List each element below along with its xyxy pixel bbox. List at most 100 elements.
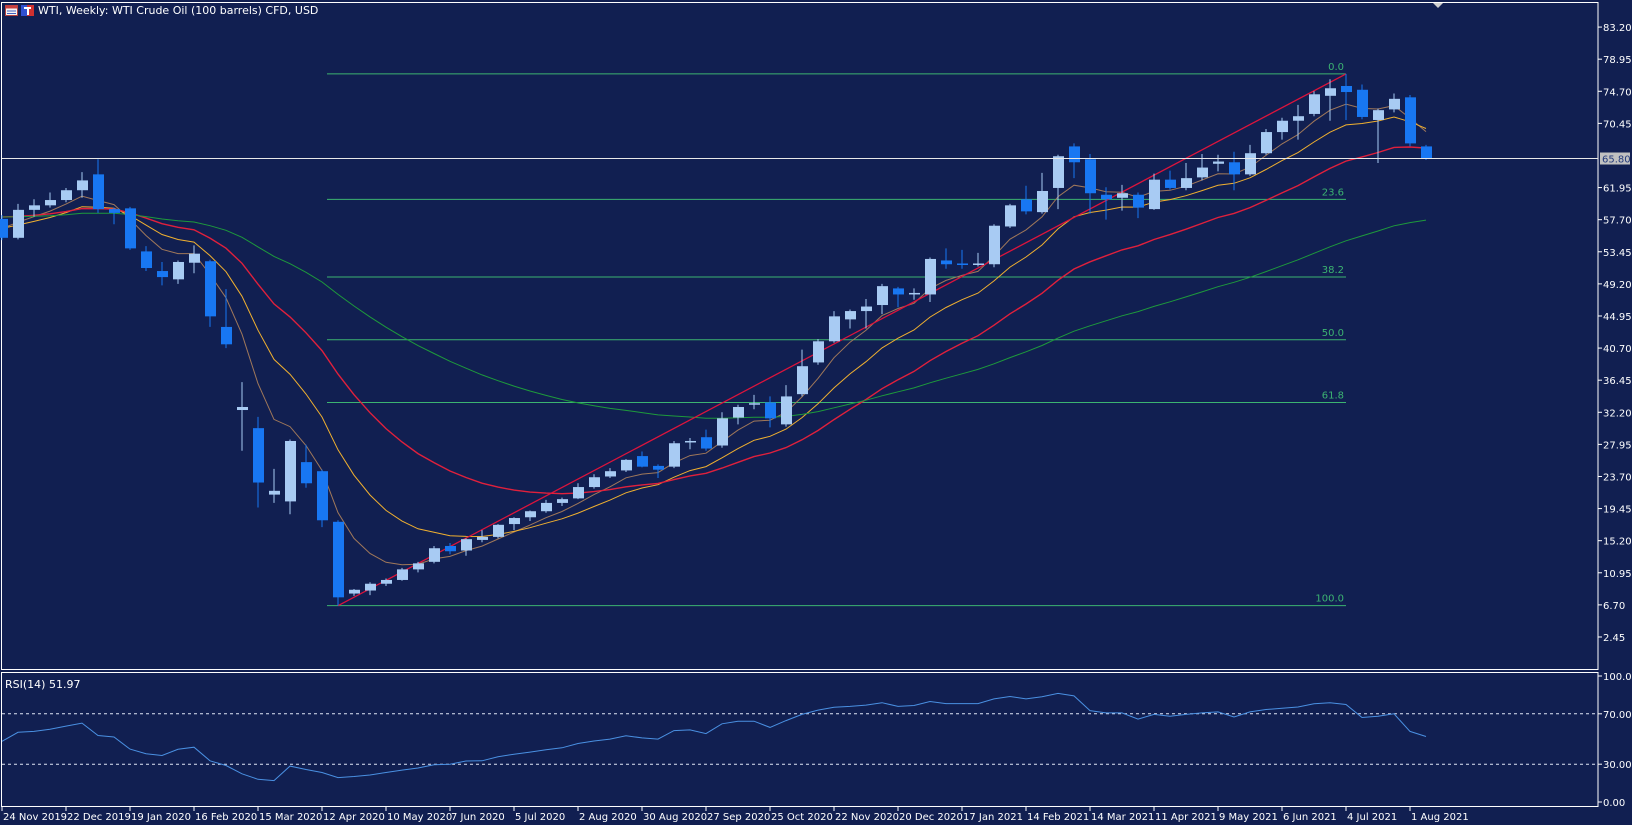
current-price-label: 65.80: [1602, 155, 1631, 166]
bull-candle: [1213, 161, 1224, 164]
bull-candle: [1053, 156, 1064, 188]
rsi-tick-label: 70.00: [1603, 710, 1632, 721]
rsi-label: RSI(14) 51.97: [5, 678, 81, 691]
bull-candle: [541, 502, 552, 512]
fib-level-label: 23.6: [1322, 187, 1344, 198]
rsi-tick-label: 0.00: [1603, 798, 1625, 809]
bull-candle: [349, 589, 360, 594]
bull-candle: [621, 459, 632, 471]
bull-candle: [1293, 116, 1304, 121]
rsi-line: [1, 692, 1427, 782]
price-tick-label: 6.70: [1603, 601, 1625, 612]
main-pane-border: [1, 2, 1599, 670]
bear-candle: [1021, 199, 1032, 212]
price-tick-label: 15.20: [1603, 537, 1632, 548]
fibonacci-retracement: 0.0 23.6 38.2 50.0 61.8 100.0: [327, 62, 1346, 607]
bear-candle: [93, 174, 104, 210]
bear-candle: [1101, 194, 1112, 200]
bull-candle: [45, 200, 56, 206]
time-tick-label: 24 Nov 2019: [3, 812, 67, 823]
time-tick-label: 6 Jun 2021: [1283, 812, 1337, 823]
bear-candle: [765, 402, 776, 419]
bull-candle: [925, 258, 936, 295]
bull-candle: [685, 440, 696, 443]
moving-averages: [1, 103, 1427, 566]
moving-average-line: [1, 103, 1427, 566]
bear-candle: [1085, 159, 1096, 194]
bull-candle: [397, 569, 408, 580]
bear-candle: [253, 428, 264, 483]
bull-candle: [237, 406, 248, 411]
time-tick-label: 1 Aug 2021: [1411, 812, 1469, 823]
bull-candle: [1245, 153, 1256, 175]
time-axis: 24 Nov 2019 22 Dec 2019 19 Jan 2020 16 Feb …: [1, 806, 1469, 823]
time-tick-label: 4 Jul 2021: [1347, 812, 1397, 823]
bull-candle: [1037, 190, 1048, 213]
bull-candle: [413, 563, 424, 570]
time-tick-label: 22 Dec 2019: [67, 812, 131, 823]
bear-candle: [653, 465, 664, 470]
bear-candle: [1069, 146, 1080, 163]
price-tick-label: 2.45: [1603, 633, 1625, 644]
time-tick-label: 11 Apr 2021: [1155, 812, 1217, 823]
price-tick-label: 32.20: [1603, 408, 1632, 419]
bull-candle: [1373, 110, 1384, 120]
chart-window-icon: [5, 5, 18, 16]
bear-candle: [957, 263, 968, 265]
bear-candle: [893, 288, 904, 295]
moving-average-line: [1, 146, 1427, 495]
fib-level-label: 38.2: [1322, 265, 1344, 276]
chart-title: WTI, Weekly: WTI Crude Oil (100 barrels)…: [38, 4, 319, 17]
price-tick-label: 36.45: [1603, 376, 1632, 387]
bear-candle: [157, 271, 168, 278]
chart-frame: [1, 2, 1599, 807]
moving-average-line: [1, 116, 1427, 538]
price-tick-label: 70.45: [1603, 119, 1632, 130]
bull-candle: [829, 316, 840, 342]
rsi-pane: 100.00 70.00 30.00 0.00: [1, 672, 1632, 809]
bear-candle: [637, 456, 648, 467]
bear-candle: [125, 208, 136, 249]
trendline: [337, 73, 1347, 607]
bear-candle: [701, 437, 712, 449]
bull-candle: [1005, 205, 1016, 227]
time-tick-label: 19 Jan 2020: [131, 812, 191, 823]
time-tick-label: 10 May 2020: [387, 812, 452, 823]
bull-candle: [1197, 167, 1208, 178]
bear-candle: [301, 462, 312, 484]
bull-candle: [813, 341, 824, 363]
bull-candle: [1325, 88, 1336, 96]
bull-candle: [381, 579, 392, 584]
bull-candle: [733, 406, 744, 418]
bull-candle: [605, 471, 616, 477]
price-tick-label: 57.70: [1603, 216, 1632, 227]
bull-candle: [717, 418, 728, 446]
bull-candle: [845, 311, 856, 320]
time-tick-label: 14 Feb 2021: [1027, 812, 1089, 823]
bear-candle: [1133, 194, 1144, 208]
bull-candle: [749, 403, 760, 405]
price-tick-label: 10.95: [1603, 569, 1632, 580]
candles: [0, 73, 1432, 606]
bull-candle: [1389, 98, 1400, 110]
current-price-tag: [1600, 152, 1630, 165]
time-tick-label: 27 Sep 2020: [707, 812, 770, 823]
time-tick-label: 20 Dec 2020: [899, 812, 963, 823]
bull-candle: [285, 440, 296, 502]
time-tick-label: 14 Mar 2021: [1091, 812, 1154, 823]
bull-candle: [557, 499, 568, 503]
time-tick-label: 17 Jan 2021: [963, 812, 1023, 823]
bull-candle: [429, 548, 440, 562]
bull-candle: [589, 477, 600, 488]
ea-icon[interactable]: [21, 5, 34, 16]
bear-candle: [109, 209, 120, 213]
bear-candle: [1341, 85, 1352, 93]
time-tick-label: 2 Aug 2020: [579, 812, 637, 823]
bull-candle: [269, 490, 280, 495]
bull-candle: [1309, 94, 1320, 114]
bull-candle: [1181, 178, 1192, 188]
bear-candle: [1229, 162, 1240, 175]
bull-candle: [461, 539, 472, 551]
